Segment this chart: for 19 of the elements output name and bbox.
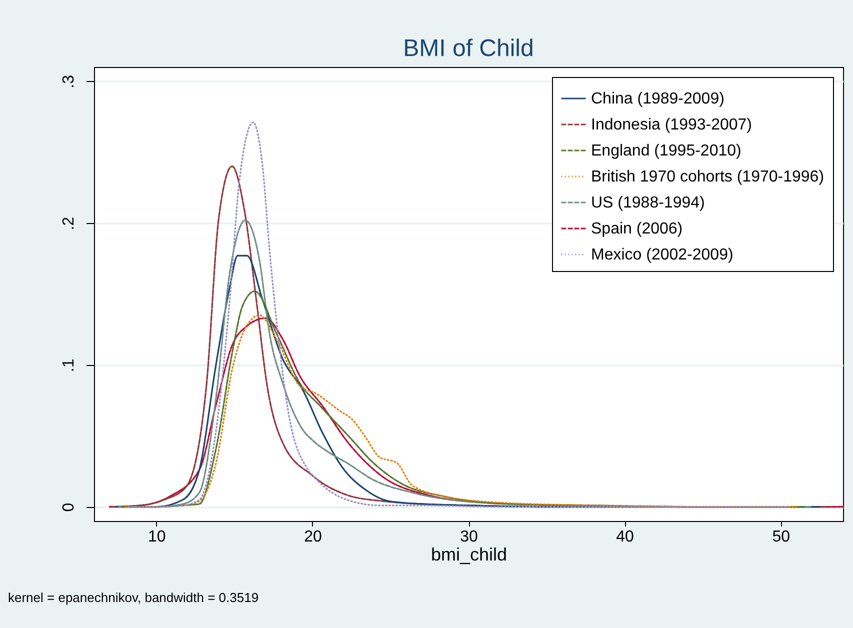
legend-label: Indonesia (1993-2007) — [591, 116, 752, 134]
x-tick-label: 20 — [304, 528, 322, 546]
chart-title: BMI of Child — [403, 35, 534, 62]
x-tick-label: 40 — [616, 528, 634, 546]
x-tick-label: 30 — [460, 528, 478, 546]
y-tick-label: .1 — [60, 358, 78, 372]
y-tick-label: .3 — [60, 74, 78, 88]
x-axis-title: bmi_child — [430, 544, 508, 564]
legend-label: British 1970 cohorts (1970-1996) — [591, 168, 824, 186]
legend-label: England (1995-2010) — [591, 142, 742, 160]
x-tick-label: 10 — [148, 528, 166, 546]
legend-label: Spain (2006) — [591, 220, 683, 238]
text: kernel = epanechnikov, bandwidth = 0.3519 — [8, 590, 259, 605]
legend-label: Mexico (2002-2009) — [591, 246, 734, 264]
y-tick-label: .2 — [60, 216, 78, 230]
x-tick-label: 50 — [772, 528, 790, 546]
legend-label: US (1988-1994) — [591, 194, 705, 212]
legend-label: China (1989-2009) — [591, 90, 724, 108]
y-tick-label: 0 — [60, 502, 78, 512]
